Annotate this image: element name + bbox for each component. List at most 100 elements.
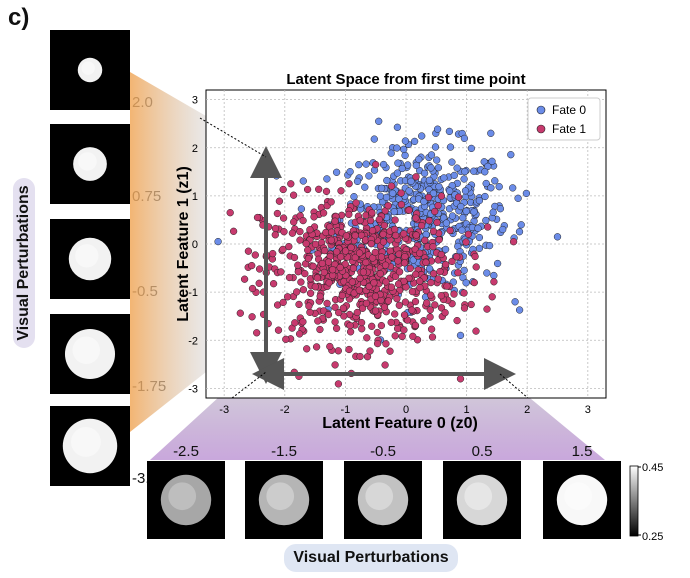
scatter-point-fate0 (445, 127, 454, 136)
scatter-point-fate1 (279, 185, 287, 194)
scatter-point-fate1 (427, 325, 436, 333)
left-thumbnail (50, 30, 130, 110)
scatter-point-fate1 (253, 329, 261, 337)
scatter-point-fate1 (323, 299, 331, 308)
scatter-point-fate1 (368, 226, 377, 235)
scatter-point-fate0 (401, 137, 410, 145)
scatter-point-fate1 (348, 278, 356, 286)
scatter-point-fate0 (448, 212, 457, 220)
scatter-point-fate1 (411, 321, 420, 330)
scatter-point-fate1 (386, 347, 394, 355)
scatter-point-fate0 (511, 298, 519, 306)
scatter-point-fate0 (475, 196, 484, 205)
scatter-point-fate0 (346, 168, 354, 176)
scatter-point-fate1 (394, 257, 402, 265)
scatter-point-fate0 (481, 168, 489, 176)
scatter-point-fate1 (327, 198, 335, 206)
scatter-point-fate1 (326, 342, 334, 351)
scatter-point-fate0 (462, 207, 470, 215)
scatter-point-fate1 (381, 361, 389, 369)
scatter-point-fate1 (408, 306, 416, 314)
scatter-point-fate1 (311, 240, 320, 248)
scatter-point-fate1 (373, 339, 382, 348)
left-thumbnail (50, 314, 130, 394)
x-tick-label: -2 (280, 404, 290, 416)
scatter-point-fate1 (305, 302, 313, 310)
scatter-point-fate1 (303, 345, 311, 353)
scatter-point-fate0 (450, 171, 458, 180)
scatter-point-fate1 (324, 310, 333, 319)
scatter-point-fate1 (412, 173, 420, 181)
panel-label: c) (8, 4, 30, 31)
scatter-point-fate0 (214, 237, 222, 246)
scatter-point-fate0 (517, 221, 525, 229)
colorbar (629, 465, 639, 537)
scatter-point-fate1 (357, 318, 366, 327)
scatter-point-fate0 (553, 233, 562, 241)
scatter-point-fate0 (362, 160, 370, 168)
scatter-point-fate1 (377, 253, 386, 261)
scatter-point-fate1 (384, 297, 393, 305)
scatter-point-fate1 (358, 304, 367, 312)
scatter-point-fate0 (405, 187, 413, 195)
scatter-point-fate1 (375, 215, 383, 224)
scatter-point-fate1 (322, 187, 331, 196)
scatter-point-fate1 (340, 312, 348, 320)
scatter-point-fate1 (370, 279, 378, 287)
left-thumbnail (50, 219, 130, 299)
scatter-point-fate0 (382, 193, 391, 202)
scatter-point-fate0 (522, 189, 531, 198)
scatter-point-fate0 (487, 184, 495, 192)
scatter-point-fate0 (491, 177, 499, 185)
scatter-point-fate1 (387, 182, 396, 190)
scatter-point-fate1 (306, 226, 314, 234)
scatter-point-fate1 (387, 283, 396, 291)
scatter-point-fate0 (474, 224, 482, 232)
scatter-point-fate1 (470, 278, 478, 287)
bottom-value-label: -1.5 (271, 443, 297, 460)
scatter-point-fate1 (271, 224, 280, 233)
scatter-point-fate1 (299, 286, 308, 294)
scatter-point-fate1 (391, 216, 399, 224)
scatter-point-fate1 (312, 343, 321, 351)
scatter-point-fate1 (416, 277, 424, 285)
scatter-point-fate0 (488, 157, 496, 165)
scatter-point-fate0 (272, 172, 281, 180)
scatter-point-fate1 (335, 308, 343, 317)
scatter-point-fate1 (316, 292, 324, 300)
chart-title: Latent Space from first time point (286, 71, 525, 88)
scatter-point-fate1 (345, 210, 353, 219)
scatter-point-fate1 (299, 216, 307, 225)
scatter-point-fate1 (347, 243, 355, 252)
left-funnel (130, 72, 206, 432)
scatter-point-fate1 (380, 303, 389, 311)
scatter-point-fate1 (334, 347, 342, 355)
scatter-point-fate1 (395, 268, 404, 276)
scatter-point-fate1 (381, 261, 390, 269)
scatter-point-fate0 (393, 169, 402, 177)
scatter-point-fate1 (236, 309, 244, 317)
scatter-point-fate1 (290, 253, 299, 262)
scatter-point-fate0 (460, 175, 468, 183)
scatter-point-fate1 (387, 318, 395, 327)
scatter-point-fate1 (283, 293, 292, 301)
legend-label-fate1: Fate 1 (552, 122, 586, 136)
scatter-point-fate1 (331, 217, 339, 225)
scatter-point-fate1 (296, 236, 304, 244)
scatter-point-fate1 (391, 310, 399, 318)
scatter-point-fate1 (359, 268, 368, 276)
scatter-point-fate1 (363, 334, 371, 342)
scatter-point-fate1 (441, 309, 449, 317)
scatter-point-fate1 (356, 216, 364, 225)
scatter-point-fate1 (412, 270, 420, 278)
scatter-point-fate0 (299, 177, 307, 185)
scatter-point-fate1 (313, 274, 321, 282)
scatter-point-fate1 (304, 254, 313, 263)
scatter-point-fate1 (301, 269, 309, 278)
scatter-point-fate1 (427, 291, 435, 299)
scatter-point-fate1 (464, 230, 473, 238)
scatter-point-fate0 (507, 151, 515, 159)
scatter-point-fate0 (434, 164, 443, 172)
scatter-point-fate1 (437, 292, 445, 300)
scatter-point-fate1 (453, 316, 461, 325)
